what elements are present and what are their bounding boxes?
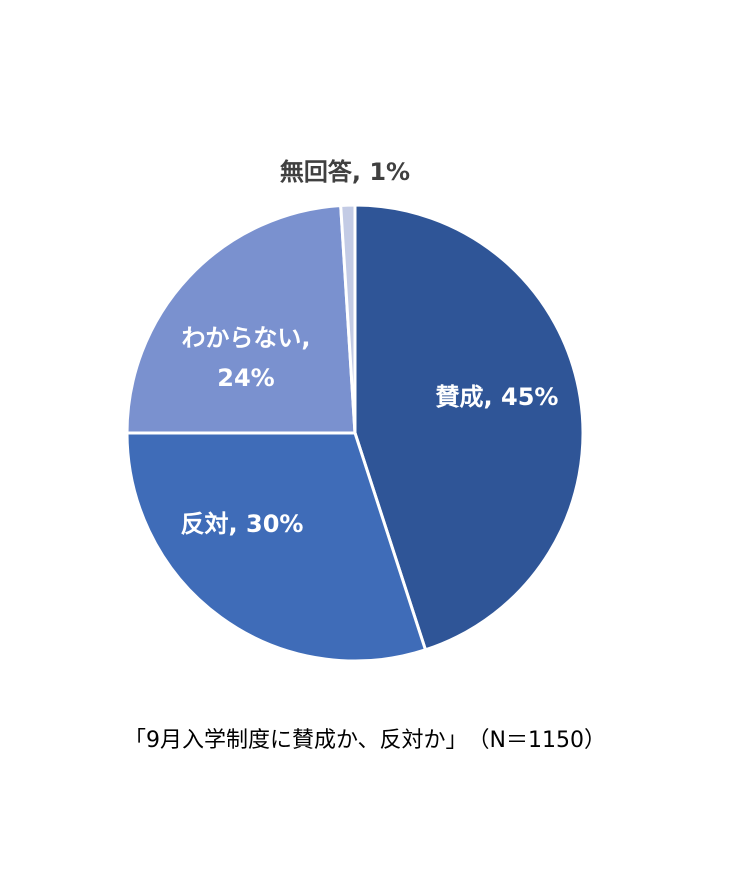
pie-slice xyxy=(125,203,357,435)
pie-slice xyxy=(339,203,357,434)
pie-slice xyxy=(125,431,428,663)
slice-label: わからない, 24% xyxy=(181,324,311,392)
slice-label: 反対, 30% xyxy=(180,510,304,538)
pie-slice xyxy=(353,203,585,652)
slice-label: 賛成, 45% xyxy=(435,383,559,411)
slice-label: 無回答, 1% xyxy=(279,158,411,186)
chart-title: 「9月入学制度に賛成か、反対か」 （N＝1150） xyxy=(123,728,606,753)
